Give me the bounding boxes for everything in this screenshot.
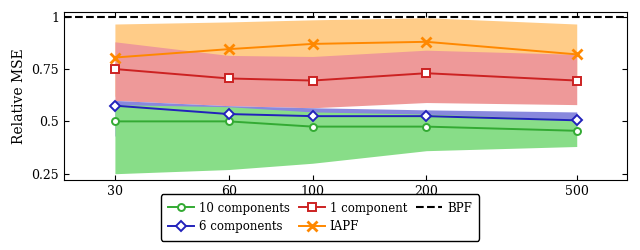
X-axis label: Series length: Series length <box>299 204 392 218</box>
Y-axis label: Relative MSE: Relative MSE <box>12 48 26 144</box>
Legend: 10 components, 6 components, 1 component, IAPF, BPF: 10 components, 6 components, 1 component… <box>161 194 479 240</box>
